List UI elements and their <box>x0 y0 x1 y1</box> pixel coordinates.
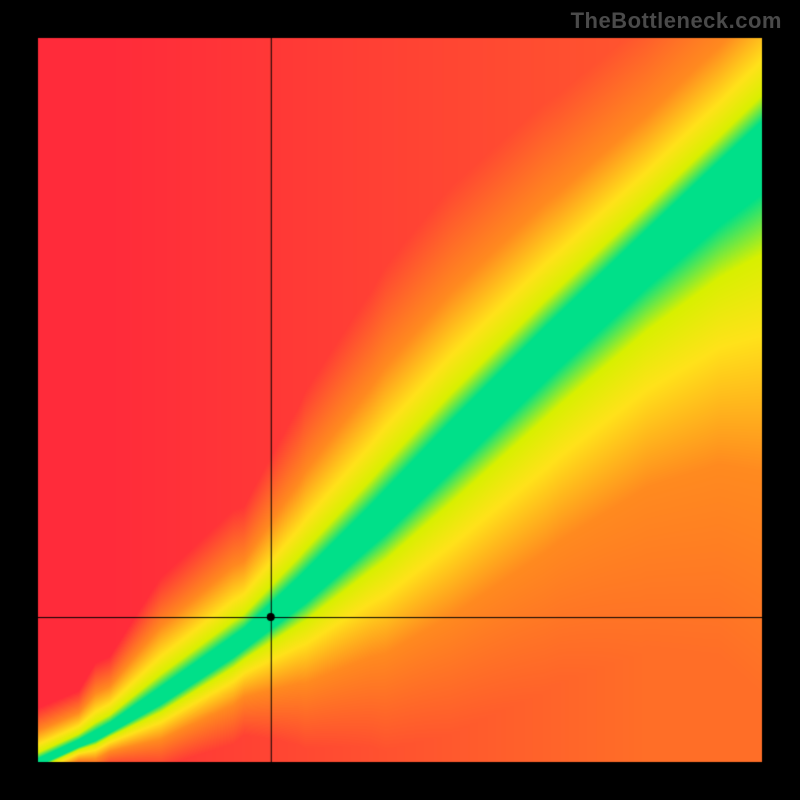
chart-container: TheBottleneck.com <box>0 0 800 800</box>
bottleneck-heatmap <box>0 0 800 800</box>
watermark-text: TheBottleneck.com <box>571 8 782 34</box>
